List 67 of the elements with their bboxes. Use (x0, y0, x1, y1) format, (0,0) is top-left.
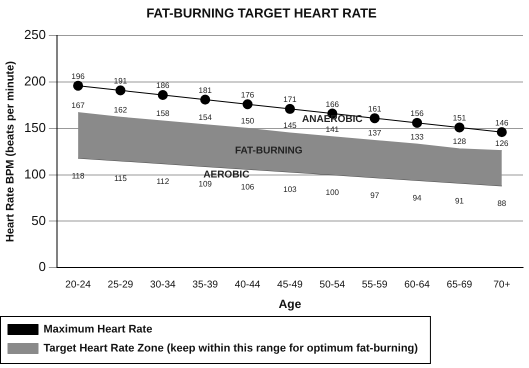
y-tick-label: 100 (24, 166, 46, 182)
x-tick-label: 35-39 (192, 279, 218, 290)
data-label: 133 (410, 132, 424, 142)
data-label: 176 (240, 90, 255, 100)
data-label: 151 (452, 114, 467, 123)
x-tick-label: 60-64 (404, 279, 430, 290)
data-label: 94 (412, 194, 422, 203)
data-label: 128 (452, 137, 467, 146)
data-label: 161 (368, 104, 382, 114)
y-tick-label: 150 (24, 120, 46, 135)
point (242, 99, 253, 110)
y-axis-title: Heart Rate BPM (beats per minute) (4, 60, 17, 242)
point (284, 104, 295, 114)
data-label: 109 (198, 180, 212, 189)
point (370, 113, 380, 124)
data-label: 181 (198, 86, 212, 95)
y-tick-label: 250 (24, 27, 46, 42)
data-label: 97 (370, 190, 380, 200)
data-label: 88 (497, 199, 507, 208)
data-label: 191 (114, 76, 128, 86)
annotation: AEROBIC (203, 170, 250, 181)
data-label: 126 (495, 138, 510, 148)
data-label: 145 (283, 121, 298, 130)
data-label: 196 (71, 72, 86, 81)
data-label: 112 (156, 176, 170, 186)
data-label: 186 (156, 81, 170, 90)
point (115, 85, 126, 96)
x-tick-label: 25-29 (108, 279, 134, 290)
data-label: 106 (240, 182, 255, 192)
legend-label: Maximum Heart Rate (44, 324, 152, 336)
x-tick-label: 45-49 (277, 279, 304, 290)
legend-label: Target Heart Rate Zone (keep within this range for optimum fat-burning) (44, 342, 418, 355)
data-label: 166 (326, 100, 340, 109)
data-label: 162 (114, 105, 128, 114)
x-axis-title: Age (278, 297, 302, 312)
x-tick-label: 50-54 (320, 279, 346, 290)
point (496, 127, 507, 138)
chart-title: FAT-BURNING TARGET HEART RATE (146, 5, 378, 20)
x-tick-label: 55-59 (362, 279, 388, 290)
point (73, 80, 84, 91)
data-label: 158 (156, 109, 170, 118)
x-tick-label: 20-24 (65, 279, 92, 290)
data-label: 91 (454, 196, 464, 206)
data-label: 156 (410, 109, 424, 118)
x-tick-label: 65-69 (446, 279, 473, 290)
data-label: 137 (368, 128, 382, 138)
x-tick-label: 40-44 (234, 279, 261, 290)
data-label: 100 (326, 188, 340, 198)
data-label: 154 (198, 112, 212, 122)
data-label: 150 (240, 116, 255, 126)
point (158, 90, 168, 100)
data-label: 103 (283, 185, 298, 194)
x-tick-label: 30-34 (150, 279, 176, 290)
data-label: 141 (326, 124, 340, 134)
annotation: FAT-BURNING (234, 145, 303, 156)
data-label: 118 (72, 171, 85, 180)
x-tick-label: 70+ (493, 279, 510, 290)
point (454, 122, 464, 132)
data-label: 115 (114, 174, 128, 184)
point (200, 94, 210, 105)
data-label: 171 (283, 95, 298, 104)
data-label: 146 (495, 118, 510, 128)
y-tick-label: 200 (24, 74, 46, 89)
data-label: 167 (71, 100, 86, 110)
y-tick-label: 50 (31, 212, 46, 228)
y-tick-label: 0 (38, 259, 46, 274)
point (412, 118, 422, 128)
